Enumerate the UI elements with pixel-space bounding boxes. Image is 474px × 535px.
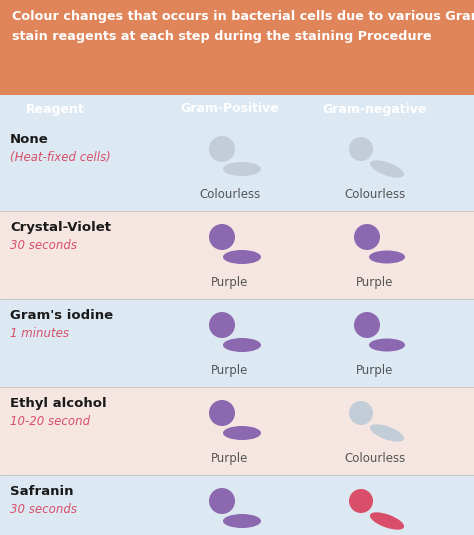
Ellipse shape bbox=[223, 162, 261, 176]
Text: Colour changes that occurs in bacterial cells due to various Gram: Colour changes that occurs in bacterial … bbox=[12, 10, 474, 23]
Text: Gram's iodine: Gram's iodine bbox=[10, 309, 113, 322]
Ellipse shape bbox=[369, 339, 405, 351]
Ellipse shape bbox=[370, 424, 404, 442]
FancyBboxPatch shape bbox=[0, 0, 474, 95]
Ellipse shape bbox=[370, 160, 404, 178]
Circle shape bbox=[209, 312, 235, 338]
Text: 30 seconds: 30 seconds bbox=[10, 503, 77, 516]
Text: Gram-Positive: Gram-Positive bbox=[181, 103, 279, 116]
Text: Gram-negative: Gram-negative bbox=[323, 103, 427, 116]
Ellipse shape bbox=[223, 338, 261, 352]
Text: Purple: Purple bbox=[356, 276, 394, 289]
Circle shape bbox=[354, 224, 380, 250]
Circle shape bbox=[209, 224, 235, 250]
Text: Safranin: Safranin bbox=[10, 485, 73, 498]
FancyBboxPatch shape bbox=[0, 211, 474, 299]
Text: 10-20 second: 10-20 second bbox=[10, 415, 90, 428]
Text: stain reagents at each step during the staining Procedure: stain reagents at each step during the s… bbox=[12, 30, 432, 43]
Text: 30 seconds: 30 seconds bbox=[10, 239, 77, 252]
Text: Purple: Purple bbox=[356, 364, 394, 377]
Ellipse shape bbox=[223, 514, 261, 528]
Text: Ethyl alcohol: Ethyl alcohol bbox=[10, 397, 107, 410]
Ellipse shape bbox=[370, 513, 404, 530]
Text: Reagent: Reagent bbox=[26, 103, 84, 116]
Circle shape bbox=[209, 400, 235, 426]
Text: Colourless: Colourless bbox=[345, 452, 406, 465]
Text: (Heat-fixed cells): (Heat-fixed cells) bbox=[10, 151, 111, 164]
Text: None: None bbox=[10, 133, 49, 146]
Ellipse shape bbox=[223, 250, 261, 264]
FancyBboxPatch shape bbox=[0, 299, 474, 387]
Ellipse shape bbox=[223, 426, 261, 440]
FancyBboxPatch shape bbox=[0, 123, 474, 211]
Circle shape bbox=[354, 312, 380, 338]
FancyBboxPatch shape bbox=[0, 475, 474, 535]
Circle shape bbox=[209, 488, 235, 514]
Text: Colourless: Colourless bbox=[200, 188, 261, 201]
Text: Purple: Purple bbox=[211, 364, 249, 377]
Ellipse shape bbox=[369, 250, 405, 264]
Text: Colourless: Colourless bbox=[345, 188, 406, 201]
Text: 1 minutes: 1 minutes bbox=[10, 327, 69, 340]
Text: Purple: Purple bbox=[211, 452, 249, 465]
Text: Crystal-Violet: Crystal-Violet bbox=[10, 221, 111, 234]
Circle shape bbox=[349, 489, 373, 513]
Circle shape bbox=[209, 136, 235, 162]
Circle shape bbox=[349, 401, 373, 425]
Text: Purple: Purple bbox=[211, 276, 249, 289]
FancyBboxPatch shape bbox=[0, 387, 474, 475]
Circle shape bbox=[349, 137, 373, 161]
